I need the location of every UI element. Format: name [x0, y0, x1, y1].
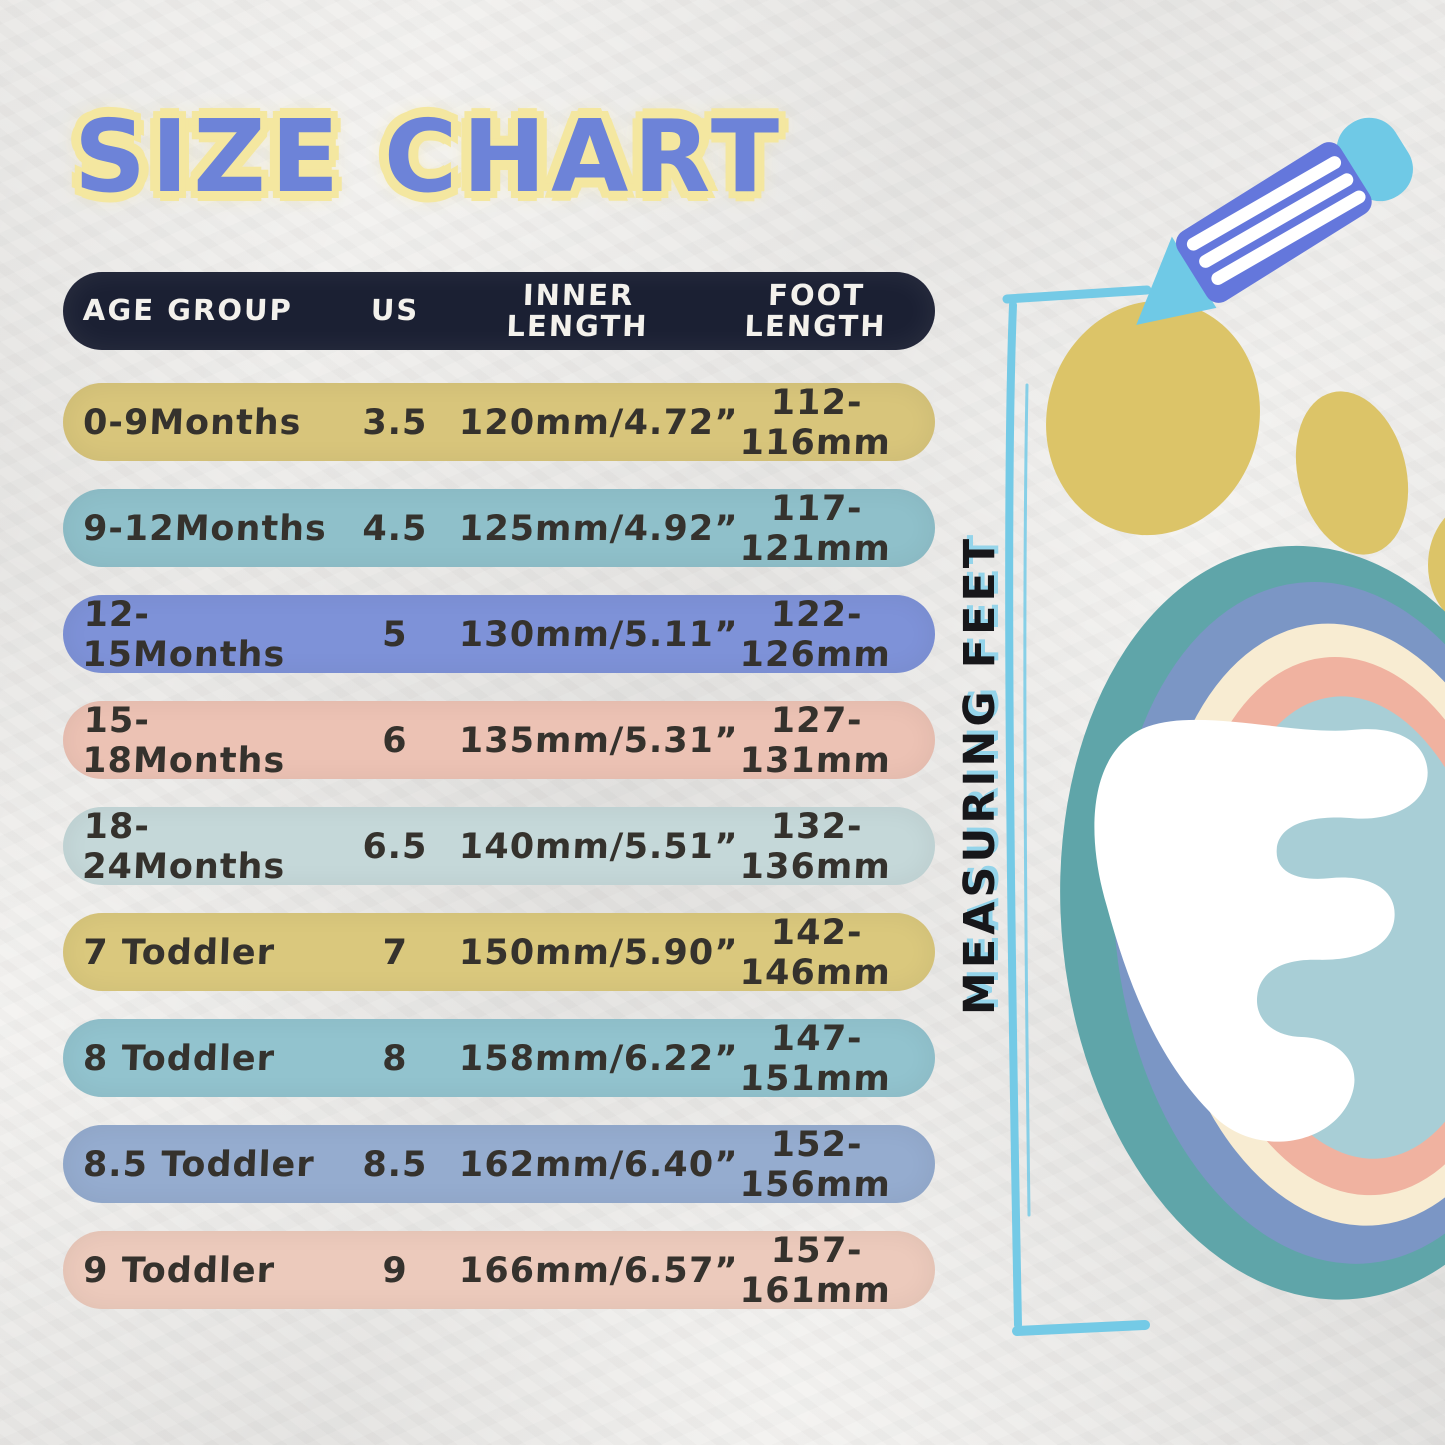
table-header-row: AGE GROUP US INNER LENGTH FOOT LENGTH [63, 272, 935, 350]
us-size-cell: 5 [381, 615, 409, 655]
footprint-illustration [1046, 300, 1445, 1300]
table-row: 7 Toddler 7 150mm/5.90” 142-146mm [63, 913, 935, 993]
second-toe-shape [1295, 391, 1409, 555]
inner-length-cell: 120mm/4.72” [458, 403, 739, 443]
table-row: 9 Toddler 9 166mm/6.57” 157-161mm [63, 1231, 935, 1311]
sole-white-squiggle [1094, 719, 1428, 1142]
us-size-cell: 8.5 [361, 1145, 429, 1185]
measuring-bracket [1002, 285, 1152, 1336]
header-cell-age-group: AGE GROUP [82, 293, 294, 328]
inner-length-cell: 158mm/6.22” [458, 1039, 739, 1079]
age-group-cell: 8.5 Toddler [82, 1145, 316, 1185]
table-row: 8 Toddler 8 158mm/6.22” 147-151mm [63, 1019, 935, 1099]
table-row: 0-9Months 3.5 120mm/4.72” 112-116mm [63, 383, 935, 463]
age-group-cell: 9-12Months [82, 509, 328, 549]
age-group-cell: 18-24Months [81, 807, 286, 887]
inner-length-cell: 150mm/5.90” [458, 933, 739, 973]
us-size-cell: 9 [381, 1251, 409, 1291]
us-size-cell: 8 [381, 1039, 409, 1079]
us-size-cell: 3.5 [361, 403, 429, 443]
us-size-cell: 6.5 [361, 827, 429, 867]
us-size-cell: 4.5 [361, 509, 429, 549]
big-toe-shape [1046, 300, 1260, 536]
table-row: 9-12Months 4.5 125mm/4.92” 117-121mm [63, 489, 935, 569]
age-group-cell: 7 Toddler [82, 933, 276, 973]
age-group-cell: 12-15Months [81, 595, 286, 675]
size-table: AGE GROUP US INNER LENGTH FOOT LENGTH 0-… [63, 272, 935, 1337]
inner-length-cell: 140mm/5.51” [458, 827, 739, 867]
inner-length-cell: 130mm/5.11” [458, 615, 739, 655]
table-row: 18-24Months 6.5 140mm/5.51” 132-136mm [63, 807, 935, 887]
age-group-cell: 9 Toddler [82, 1251, 276, 1291]
inner-length-cell: 162mm/6.40” [458, 1145, 739, 1185]
inner-length-cell: 166mm/6.57” [458, 1251, 739, 1291]
table-row: 15-18Months 6 135mm/5.31” 127-131mm [63, 701, 935, 781]
third-toe-shape [1428, 517, 1445, 613]
page-title: SIZE CHART [74, 98, 785, 215]
age-group-cell: 15-18Months [81, 701, 286, 781]
inner-length-cell: 125mm/4.92” [458, 509, 739, 549]
age-group-cell: 0-9Months [82, 403, 303, 443]
pencil-icon [1136, 117, 1413, 325]
us-size-cell: 7 [381, 933, 409, 973]
us-size-cell: 6 [381, 721, 409, 761]
table-row: 12-15Months 5 130mm/5.11” 122-126mm [63, 595, 935, 675]
age-group-cell: 8 Toddler [82, 1039, 276, 1079]
header-cell-us: US [370, 293, 420, 328]
table-row: 8.5 Toddler 8.5 162mm/6.40” 152-156mm [63, 1125, 935, 1205]
header-cell-inner-length: INNER LENGTH [505, 277, 650, 343]
foot-measuring-illustration [1002, 117, 1445, 1336]
pencil-tip [1136, 236, 1217, 325]
inner-length-cell: 135mm/5.31” [458, 721, 739, 761]
